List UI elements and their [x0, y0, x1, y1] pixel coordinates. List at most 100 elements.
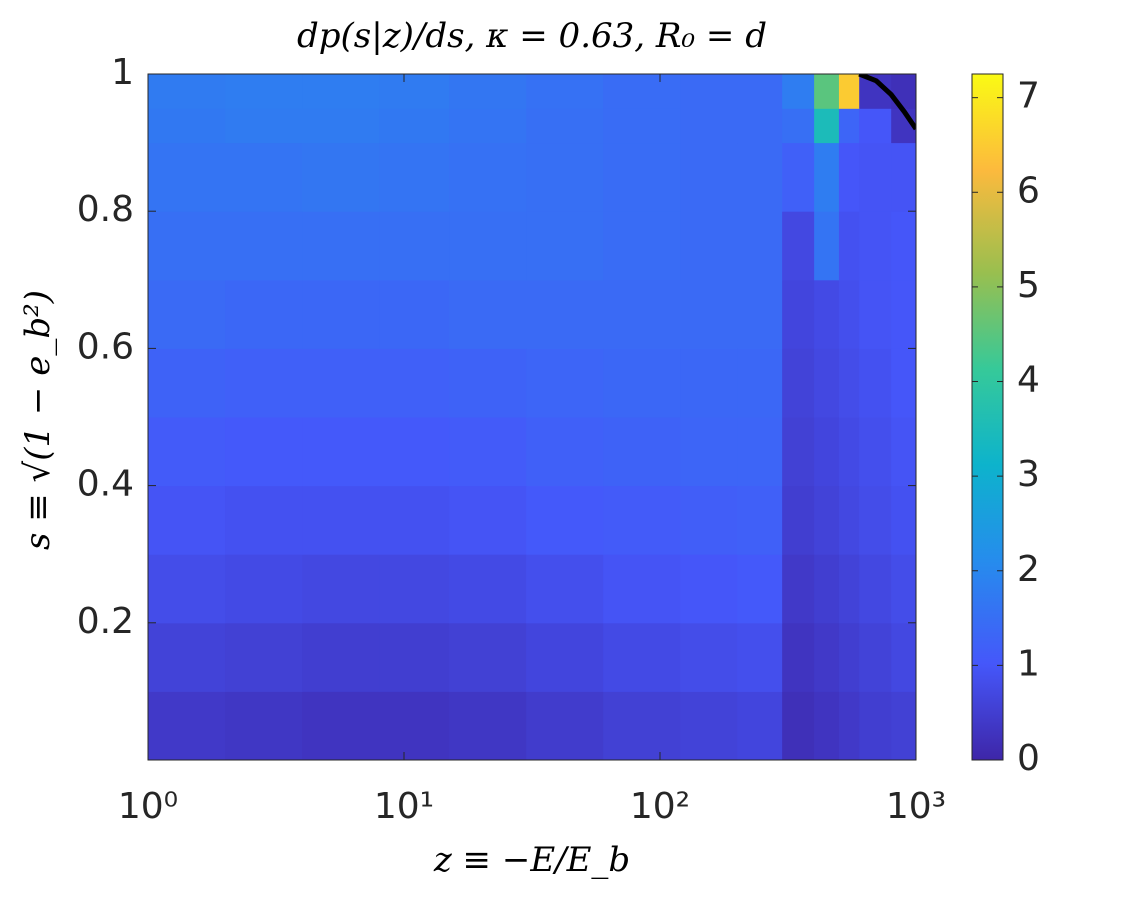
heatmap-cell — [782, 279, 815, 349]
heatmap-cell — [379, 142, 450, 212]
heatmap-cell — [814, 142, 840, 212]
heatmap-cell — [148, 417, 226, 487]
heatmap-cell — [302, 554, 380, 624]
heatmap-cell — [603, 142, 681, 212]
heatmap-cell — [782, 211, 815, 281]
heatmap-cell — [838, 348, 860, 418]
heatmap-cell — [603, 348, 681, 418]
heatmap-cell — [891, 417, 916, 487]
heatmap-cell — [225, 142, 303, 212]
heatmap-cell — [782, 348, 815, 418]
heatmap-cell — [782, 485, 815, 555]
heatmap-cell — [225, 279, 303, 349]
heatmap-cell — [737, 279, 783, 349]
heatmap-cell — [680, 417, 738, 487]
overlay — [858, 74, 916, 131]
heatmap-cell — [859, 554, 892, 624]
heatmap-cell — [737, 142, 783, 212]
heatmap-cell — [680, 142, 738, 212]
heatmap-cell — [225, 74, 303, 109]
colorbar-tick-label: 6 — [1017, 170, 1040, 211]
x-axis-label: z ≡ −E/E_b — [433, 840, 630, 880]
heatmap-cell — [838, 691, 860, 760]
heatmap-cell — [302, 417, 380, 487]
heatmap-cell — [838, 211, 860, 281]
heatmap-cell — [526, 211, 604, 281]
heatmap-cell — [148, 691, 226, 760]
heatmap-cell — [814, 417, 840, 487]
heatmap-cell — [603, 108, 681, 144]
heatmap-cell — [225, 348, 303, 418]
heatmap-cell — [814, 279, 840, 349]
heatmap-cell — [838, 485, 860, 555]
heatmap-cell — [782, 417, 815, 487]
colorbar-tick-label: 5 — [1017, 265, 1040, 306]
heatmap-cell — [225, 554, 303, 624]
heatmap-cell — [737, 691, 783, 760]
heatmap-cell — [302, 108, 380, 144]
heatmap-cell — [526, 348, 604, 418]
heatmap-cell — [859, 691, 892, 760]
heatmap-cell — [814, 74, 840, 109]
heatmap-cell — [379, 691, 450, 760]
heatmap-cell — [225, 485, 303, 555]
heatmap-cell — [891, 622, 916, 692]
colorbar-tick-label: 1 — [1017, 643, 1040, 684]
heatmap-cell — [526, 142, 604, 212]
heatmap-cell — [891, 348, 916, 418]
heatmap-cell — [603, 417, 681, 487]
heatmap-cell — [680, 211, 738, 281]
heatmap-cell — [526, 554, 604, 624]
heatmap-cell — [302, 622, 380, 692]
heatmap-cell — [737, 554, 783, 624]
heatmap-cell — [449, 622, 527, 692]
heatmap-cell — [603, 691, 681, 760]
heatmap-cell — [737, 211, 783, 281]
heatmap-cell — [302, 211, 380, 281]
colorbar-tick-label: 0 — [1017, 738, 1040, 779]
heatmap-cell — [379, 622, 450, 692]
heatmap-cell — [838, 142, 860, 212]
heatmap-cell — [526, 417, 604, 487]
heatmap-cell — [680, 622, 738, 692]
heatmap-cell — [526, 691, 604, 760]
heatmap-cell — [859, 108, 892, 144]
heatmap-cell — [148, 485, 226, 555]
x-tick-label: 10¹ — [374, 786, 434, 827]
heatmap-cell — [302, 74, 380, 109]
heatmap-cell — [603, 622, 681, 692]
heatmap-cell — [814, 108, 840, 144]
heatmap-cell — [449, 417, 527, 487]
plot-frame — [147, 73, 917, 761]
heatmap-cell — [838, 108, 860, 144]
colorbar — [971, 73, 1004, 761]
heatmap-cell — [449, 691, 527, 760]
heatmap-cell — [782, 142, 815, 212]
heatmap-cell — [225, 691, 303, 760]
heatmap-cell — [814, 211, 840, 281]
colorbar-tick-label: 7 — [1017, 76, 1040, 117]
heatmap-cell — [148, 211, 226, 281]
heatmap-cell — [814, 348, 840, 418]
heatmap-cell — [603, 279, 681, 349]
heatmap-cell — [148, 554, 226, 624]
heatmap-cell — [782, 554, 815, 624]
heatmap-cell — [859, 211, 892, 281]
heatmap-cell — [302, 142, 380, 212]
heatmap-cell — [859, 348, 892, 418]
y-tick-label: 1 — [111, 52, 134, 93]
colorbar-tick-label: 4 — [1017, 360, 1040, 401]
heatmap-cell — [782, 622, 815, 692]
heatmap-cell — [737, 108, 783, 144]
heatmap-cell — [891, 554, 916, 624]
heatmap-cell — [680, 348, 738, 418]
heatmap-cell — [225, 211, 303, 281]
heatmap-cell — [526, 485, 604, 555]
heatmap-cell — [859, 279, 892, 349]
heatmap-cell — [225, 622, 303, 692]
heatmap-cell — [148, 142, 226, 212]
heatmap-cell — [680, 485, 738, 555]
heatmap-cell — [838, 417, 860, 487]
y-tick-label: 0.2 — [77, 601, 134, 642]
